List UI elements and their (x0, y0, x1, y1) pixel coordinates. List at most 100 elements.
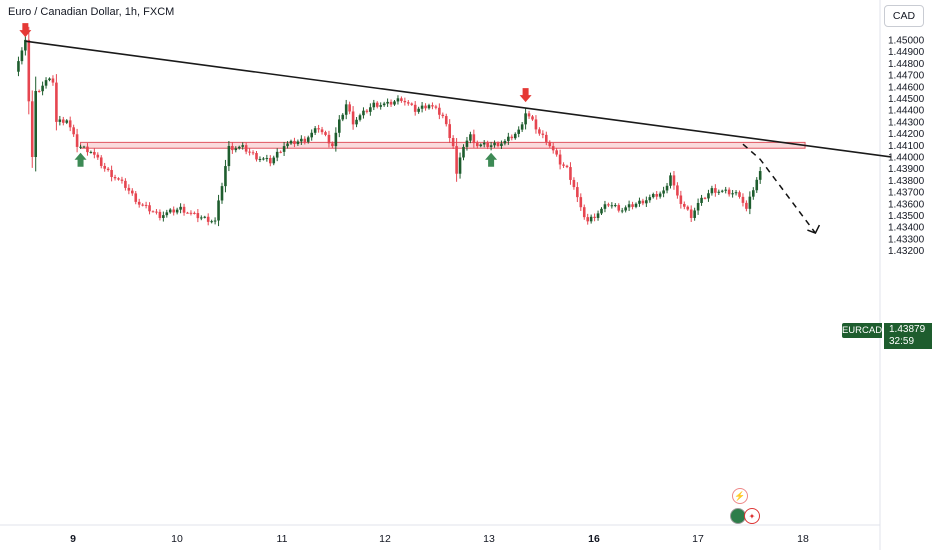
candle-body (555, 150, 558, 155)
candle-body (303, 138, 307, 142)
candle-body (93, 151, 96, 155)
candle-body (24, 39, 27, 51)
candle-body (165, 212, 169, 216)
candle-body (444, 116, 448, 125)
candle-body (110, 169, 113, 178)
candle-body (545, 134, 548, 142)
candle-body (296, 141, 300, 145)
candle-body (576, 187, 579, 198)
bar-countdown: 32:59 (889, 336, 915, 347)
candle-body (282, 146, 286, 152)
candle-body (420, 105, 424, 109)
candle-body (734, 192, 738, 194)
candle-body (548, 141, 552, 147)
candle-body (645, 200, 648, 204)
candle-body (458, 157, 462, 174)
candle-body (358, 115, 362, 120)
candle-body (279, 151, 282, 153)
candle-body (62, 119, 65, 123)
candle-body (217, 200, 220, 221)
candle-body (403, 100, 407, 103)
candle-body (68, 120, 72, 128)
candle-body (41, 85, 44, 92)
candle-body (717, 191, 721, 193)
candle-body (55, 82, 58, 122)
candle-body (379, 105, 382, 107)
y-tick-label: 1.43700 (888, 188, 925, 199)
candle-body (707, 193, 710, 199)
candle-body (686, 206, 690, 210)
candle-body (224, 166, 227, 187)
candle-body (417, 108, 420, 112)
candle-body (72, 127, 75, 135)
candle-body (507, 136, 510, 141)
candle-body (148, 205, 151, 212)
candle-body (441, 114, 445, 117)
candle-body (434, 106, 438, 108)
candle-body (410, 103, 414, 105)
y-tick-label: 1.43500 (888, 211, 925, 222)
x-tick-label: 16 (588, 533, 600, 545)
y-tick-label: 1.44200 (888, 129, 925, 140)
candle-body (269, 158, 272, 164)
candle-body (462, 146, 465, 158)
candle-body (676, 185, 679, 196)
candle-body (213, 220, 217, 222)
candle-body (30, 101, 34, 157)
candle-body (558, 154, 562, 165)
candle-body (669, 175, 672, 186)
candle-body (610, 205, 614, 207)
candle-body (665, 185, 669, 191)
candle-body (438, 107, 441, 115)
candle-body (175, 209, 179, 213)
candle-body (451, 138, 455, 147)
up-arrow-marker (485, 152, 498, 167)
candle-body (400, 98, 403, 101)
candle-body (310, 132, 313, 138)
lightning-icon[interactable]: ⚡ (732, 488, 748, 504)
candle-body (341, 114, 345, 120)
y-tick-label: 1.44300 (888, 117, 925, 128)
y-tick-label: 1.44700 (888, 71, 925, 82)
y-tick-label: 1.43400 (888, 223, 925, 234)
candle-body (589, 216, 593, 222)
y-tick-label: 1.44600 (888, 82, 925, 93)
candle-body (565, 165, 569, 168)
currency-selector[interactable]: CAD (884, 5, 924, 27)
candle-body (37, 91, 41, 93)
candle-body (538, 129, 541, 134)
x-tick-label: 18 (797, 533, 809, 545)
candle-body (479, 144, 483, 147)
canada-flag-icon[interactable]: ✦ (744, 508, 760, 524)
candle-body (344, 104, 348, 115)
candle-body (465, 140, 469, 147)
current-price: 1.43879 (889, 324, 926, 335)
candle-body (393, 101, 396, 105)
candle-body (351, 111, 355, 125)
candle-body (231, 146, 234, 151)
candle-body (510, 136, 514, 139)
candle-body (700, 197, 703, 203)
up-arrow-marker (74, 152, 87, 167)
candle-body (476, 143, 479, 147)
candle-body (189, 212, 193, 214)
candle-body (431, 105, 434, 107)
candle-body (210, 221, 213, 223)
candle-body (496, 142, 500, 147)
candle-body (251, 152, 255, 154)
candle-body (162, 215, 165, 218)
candle-body (455, 146, 458, 174)
candle-body (172, 209, 175, 213)
candle-body (103, 165, 106, 169)
x-tick-label: 17 (692, 533, 704, 545)
candle-body (317, 128, 320, 130)
candle-body (586, 217, 589, 222)
candle-body (158, 211, 162, 218)
candle-body (638, 200, 641, 204)
candle-body (293, 140, 296, 145)
candle-body (624, 207, 627, 211)
candle-body (720, 190, 724, 192)
candle-body (375, 102, 379, 107)
